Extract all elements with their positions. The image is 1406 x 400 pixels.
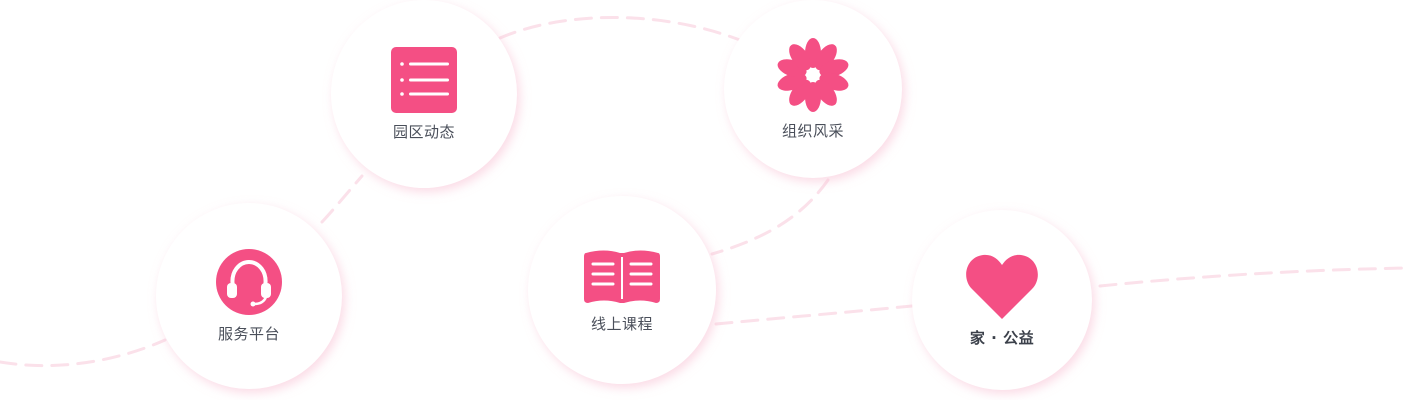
heart-icon xyxy=(965,253,1039,319)
node-yuanqu[interactable]: 园区动态 xyxy=(331,0,517,188)
node-label: 组织风采 xyxy=(781,121,844,140)
node-label: 线上课程 xyxy=(590,314,653,333)
node-fuwu[interactable]: 服务平台 xyxy=(156,203,342,389)
node-label: 服务平台 xyxy=(217,324,280,343)
headset-icon xyxy=(216,248,282,315)
open-book-icon xyxy=(584,247,660,305)
node-label: 园区动态 xyxy=(392,122,455,141)
node-zuzhi[interactable]: 组织风采 xyxy=(724,0,902,178)
node-jia[interactable]: 家 · 公益 xyxy=(912,210,1092,390)
list-icon xyxy=(391,46,457,113)
node-label: 家 · 公益 xyxy=(969,328,1035,347)
node-kecheng[interactable]: 线上课程 xyxy=(528,196,716,384)
flower-icon xyxy=(776,37,850,112)
